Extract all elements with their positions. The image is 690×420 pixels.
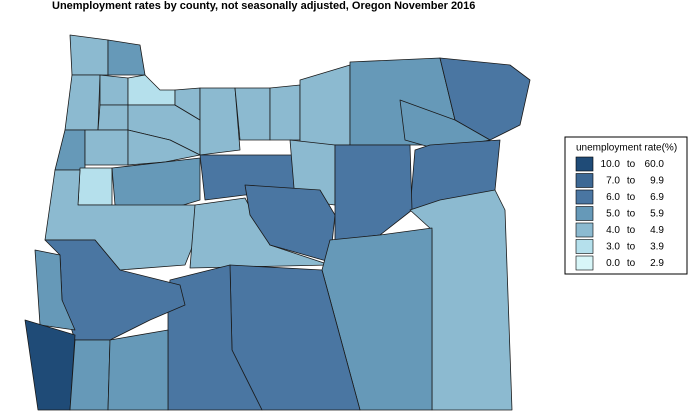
county [97,104,129,131]
legend-low: 4.0 [606,225,620,236]
legend-rows: 10.0 to 60.0 7.0 to 9.9 6.0 to 6.9 5.0 to 5.9 4.0 to 4… [575,156,665,271]
county [84,129,129,166]
legend-low: 7.0 [606,176,620,187]
county [107,39,146,76]
county [127,74,176,106]
legend-separator: to [627,242,636,253]
legend-separator: to [627,209,636,220]
legend-high: 2.9 [650,258,664,269]
legend-separator: to [627,225,636,236]
county [107,329,169,411]
legend: unemployment rate(%) 10.0 to 60.0 7.0 to 9.9 6… [564,136,688,275]
legend-high: 5.9 [650,209,664,220]
legend-swatch [575,255,594,271]
county [69,34,109,76]
legend-swatch [575,239,594,254]
legend-title: unemployment rate(%) [576,143,677,154]
legend-separator: to [627,192,636,203]
county [69,339,111,411]
county [34,249,76,331]
county [334,144,413,241]
county [269,84,301,141]
county [189,197,331,269]
legend-high: 60.0 [645,159,665,170]
county [64,74,101,131]
legend-swatch [575,189,594,205]
legend-low: 5.0 [606,209,620,220]
legend-high: 3.9 [650,242,664,253]
title: Unemployment rates by county, not season… [52,0,475,12]
county [299,64,351,146]
legend-low: 3.0 [606,242,620,253]
legend-separator: to [627,176,636,187]
county [24,319,76,411]
county [111,157,201,213]
county [77,167,113,206]
oregon-map [24,34,531,411]
legend-high: 6.9 [650,192,664,203]
county [54,129,86,171]
county [99,74,129,106]
legend-swatch [575,173,594,188]
county [127,129,201,166]
legend-low: 10.0 [601,159,621,170]
legend-swatch [575,222,594,238]
county [199,87,241,156]
legend-low: 6.0 [606,192,620,203]
legend-swatch [575,206,594,221]
legend-high: 9.9 [650,176,664,187]
county [234,87,271,141]
legend-separator: to [627,159,636,170]
legend-separator: to [627,258,636,269]
legend-high: 4.9 [650,225,664,236]
legend-low: 0.0 [606,258,620,269]
legend-swatch [575,156,594,172]
